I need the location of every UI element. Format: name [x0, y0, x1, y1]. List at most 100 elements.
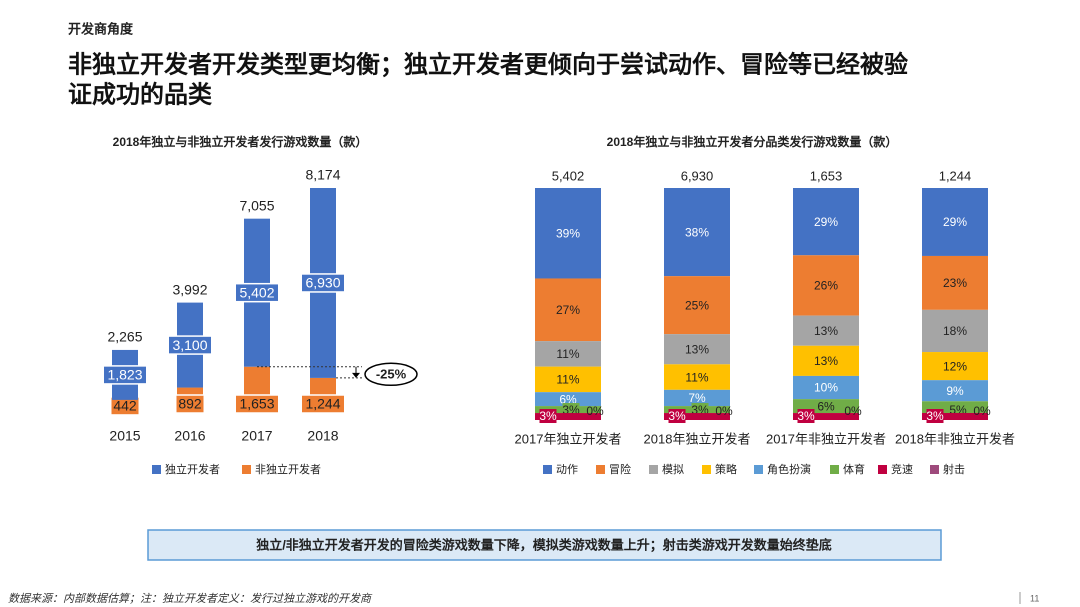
legend-swatch — [702, 465, 711, 474]
legend-label: 非独立开发者 — [255, 462, 321, 476]
legend-swatch — [754, 465, 763, 474]
total-label: 1,653 — [810, 168, 843, 183]
value-label: 1,823 — [107, 367, 142, 383]
legend-label: 冒险 — [609, 462, 631, 476]
bar-segment — [535, 392, 601, 407]
value-label: 442 — [113, 398, 137, 414]
value-label: 6% — [817, 399, 835, 413]
value-label: 3% — [797, 409, 815, 423]
x-tick-label: 2015 — [109, 428, 140, 444]
value-label: 18% — [943, 324, 967, 338]
total-label: 7,055 — [239, 197, 274, 213]
bar-segment — [535, 366, 601, 393]
value-label: 3% — [539, 409, 557, 423]
value-label: 11% — [556, 373, 579, 387]
value-label: 13% — [814, 324, 838, 338]
legend-label: 模拟 — [662, 462, 684, 476]
value-label: 1,653 — [239, 396, 274, 412]
x-tick-label: 2017 — [241, 428, 272, 444]
legend-swatch — [830, 465, 839, 474]
x-tick-label: 2018年非独立开发者 — [895, 431, 1015, 446]
value-label: 6% — [559, 392, 577, 406]
bar-segment — [793, 315, 859, 346]
bar-segment — [793, 255, 859, 316]
value-label: 10% — [814, 381, 838, 395]
conclusion-box — [147, 529, 942, 561]
total-label: 8,174 — [305, 167, 340, 183]
annotation: -25% — [376, 367, 407, 382]
bar-segment — [922, 352, 988, 381]
x-tick-label: 2016 — [174, 428, 205, 444]
value-label: 12% — [943, 359, 967, 373]
bar-segment — [922, 380, 988, 402]
bar-segment — [793, 345, 859, 376]
bar-segment — [922, 188, 988, 256]
section-label: 开发商角度 — [68, 21, 134, 36]
value-label: 3% — [668, 409, 686, 423]
slide-title: 非独立开发者开发类型更均衡；独立开发者更倾向于尝试动作、冒险等已经被验 — [68, 50, 908, 78]
legend-label: 竞速 — [891, 462, 913, 476]
legend-swatch — [242, 465, 251, 474]
bar-segment — [664, 413, 730, 420]
value-label: 7% — [688, 391, 706, 405]
value-label: 11% — [685, 370, 708, 384]
bar-segment — [664, 276, 730, 335]
bar-segment — [793, 375, 859, 400]
legend-swatch — [930, 465, 939, 474]
x-tick-label: 2017年非独立开发者 — [766, 431, 886, 446]
value-label: 0% — [973, 404, 991, 418]
label-box — [539, 409, 557, 423]
bar-segment — [664, 364, 730, 390]
value-label: 23% — [943, 276, 967, 290]
value-label: 38% — [685, 225, 709, 239]
bar-segment — [535, 188, 601, 279]
legend-swatch — [543, 465, 552, 474]
value-label: 29% — [943, 215, 967, 229]
total-label: 1,244 — [939, 168, 972, 183]
bar-segment — [793, 188, 859, 256]
label-box — [668, 409, 686, 423]
value-label: 5,402 — [239, 284, 274, 300]
legend-swatch — [878, 465, 887, 474]
label-box — [300, 394, 346, 414]
bar-segment — [664, 389, 730, 407]
label-box — [234, 394, 280, 414]
value-label: 11% — [556, 347, 579, 361]
value-label: 25% — [685, 298, 709, 312]
page-number: 11 — [1030, 593, 1039, 603]
value-label: 9% — [946, 384, 964, 398]
chart-title: 2018年独立与非独立开发者发行游戏数量（款） — [113, 134, 368, 149]
legend-swatch — [152, 465, 161, 474]
conclusion: 独立/非独立开发者开发的冒险类游戏数量下降，模拟类游戏数量上升；射击类游戏开发数… — [256, 537, 832, 553]
bar-segment — [922, 412, 988, 420]
x-tick-label: 2017年独立开发者 — [515, 431, 622, 446]
label-box — [926, 409, 944, 423]
label-box — [300, 273, 346, 293]
bar-segment — [535, 341, 601, 367]
slide-title: 证成功的品类 — [68, 80, 213, 108]
legend-label: 独立开发者 — [165, 462, 220, 476]
value-label: 3% — [926, 409, 944, 423]
value-label: 29% — [814, 215, 838, 229]
bar-segment — [664, 334, 730, 365]
bar-segment — [664, 188, 730, 277]
label-box — [234, 282, 280, 303]
total-label: 3,992 — [172, 281, 207, 297]
legend-swatch — [596, 465, 605, 474]
value-label: 892 — [178, 396, 202, 412]
arrow-head — [352, 372, 360, 378]
legend-label: 策略 — [715, 462, 737, 476]
legend-swatch — [649, 465, 658, 474]
total-label: 2,265 — [107, 329, 142, 345]
legend-label: 体育 — [843, 462, 865, 476]
label-box — [175, 394, 205, 414]
bar-segment — [535, 278, 601, 342]
total-label: 6,930 — [681, 168, 714, 183]
legend-label: 射击 — [943, 462, 965, 476]
value-label: 0% — [844, 404, 862, 418]
x-tick-label: 2018 — [307, 428, 338, 444]
value-label: 0% — [715, 404, 733, 418]
value-label: 26% — [814, 279, 838, 293]
source-note: 数据来源：内部数据估算；注：独立开发者定义：发行过独立游戏的开发商 — [8, 592, 373, 605]
